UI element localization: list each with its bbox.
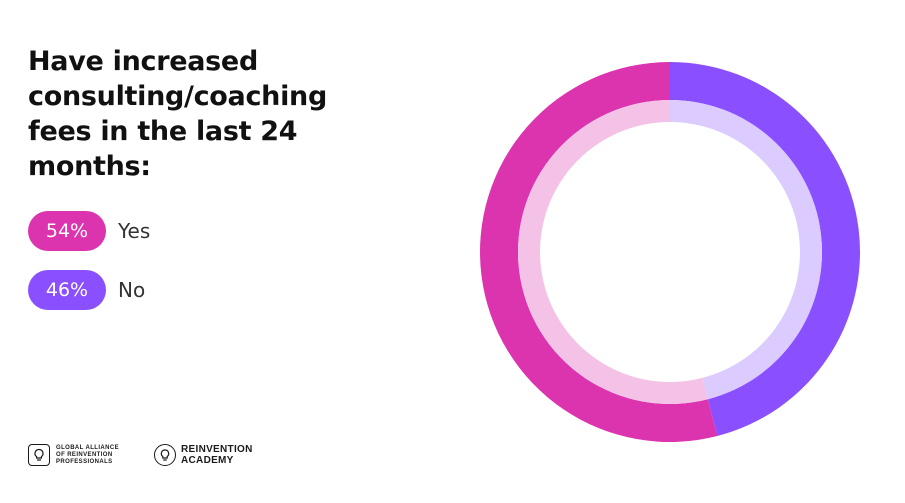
legend-label-no: No [118,278,146,302]
legend-item-no: 46% No [28,270,150,310]
academy-line1: REINVENTION [181,444,253,455]
academy-logo: REINVENTION ACADEMY [154,444,271,466]
legend-pill-no: 46% [28,270,106,310]
lightbulb-gear-icon [154,444,176,466]
academy-logo-text: REINVENTION ACADEMY [181,444,271,466]
donut-slice-no [670,62,860,437]
legend: 54% Yes 46% No [28,211,150,329]
legend-pill-yes: 54% [28,211,106,251]
donut-chart [479,62,860,442]
chart-title: Have increased consulting/coaching fees … [28,46,327,182]
legend-item-yes: 54% Yes [28,211,150,251]
gaorp-line3: PROFESSIONALS [56,458,113,465]
gaorp-line1: GLOBAL ALLIANCE [56,444,119,451]
footer-logos: GLOBAL ALLIANCE OF REINVENTION PROFESSIO… [28,444,271,466]
gaorp-logo-text: GLOBAL ALLIANCE OF REINVENTION PROFESSIO… [56,445,140,466]
donut-slice-yes [479,62,718,442]
academy-line2: ACADEMY [181,455,234,466]
donut-inner-band-no [670,100,822,400]
lightbulb-icon [28,444,50,466]
legend-label-yes: Yes [118,219,151,243]
gaorp-logo: GLOBAL ALLIANCE OF REINVENTION PROFESSIO… [28,444,140,466]
gaorp-line2: OF REINVENTION [56,451,113,458]
